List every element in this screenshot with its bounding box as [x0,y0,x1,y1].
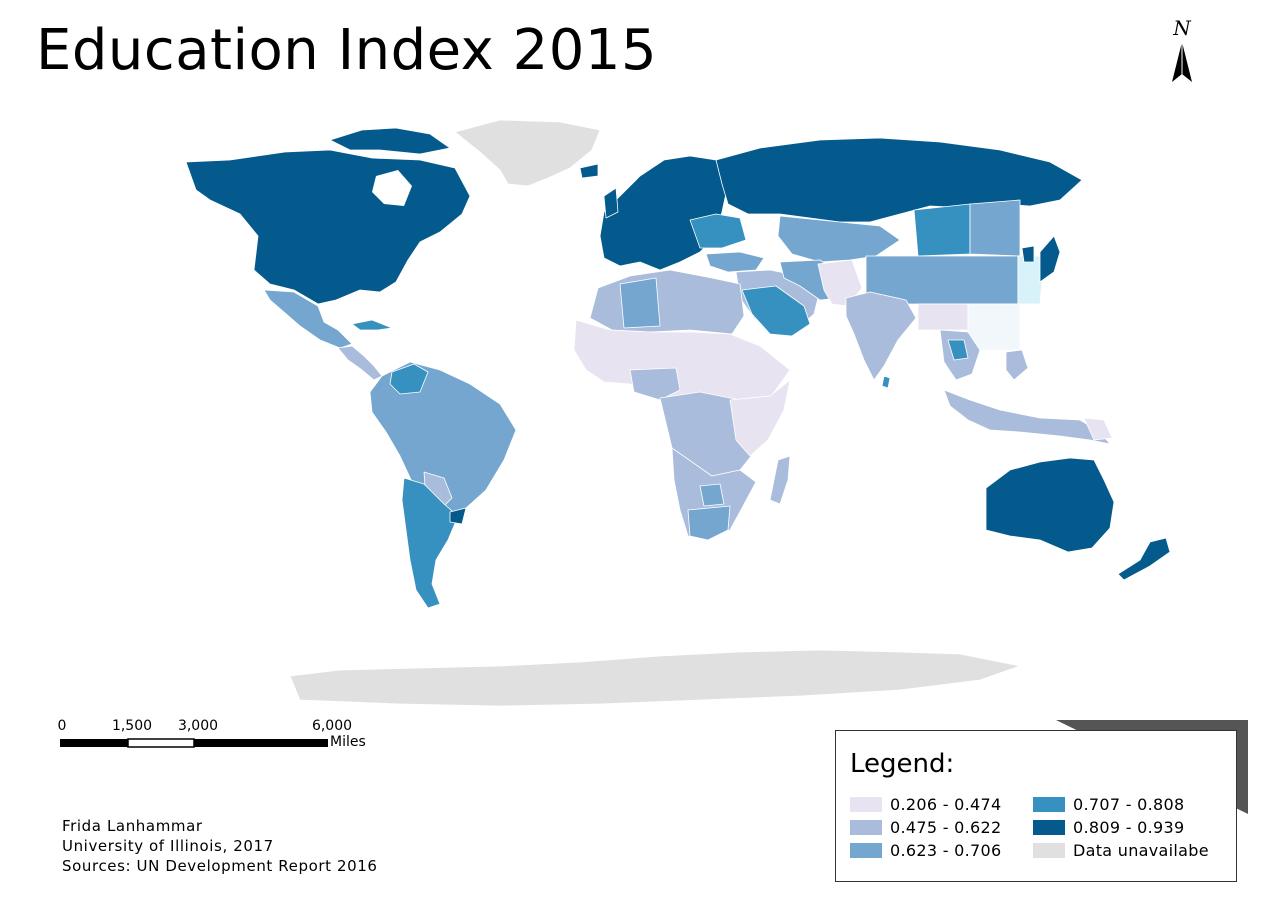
region-south-africa [687,505,731,541]
legend-swatch [850,820,882,835]
legend-swatch [1033,797,1065,812]
legend-swatch [1033,843,1065,858]
region-mongolia [913,203,971,257]
credit-sources: Sources: UN Development Report 2016 [62,857,378,875]
region-madagascar [769,455,791,505]
region-far-east [969,199,1021,257]
hudson-bay [372,170,412,206]
north-label: N [1173,16,1191,40]
legend-label: 0.707 - 0.808 [1073,794,1185,814]
legend-item: 0.623 - 0.706 [850,839,1001,862]
region-png [1083,417,1113,441]
legend-item: 0.475 - 0.622 [850,816,1001,839]
legend-label: 0.206 - 0.474 [890,794,1002,814]
legend-item: Data unavailabe [1033,839,1209,862]
credit-institution: University of Illinois, 2017 [62,837,274,855]
scale-tick-0: 0 [57,718,67,734]
legend-label: 0.809 - 0.939 [1073,817,1185,837]
region-india [845,291,917,381]
region-antarctica [289,649,1021,707]
region-sri-lanka [881,375,891,389]
region-central-asia [777,215,901,263]
legend: Legend: 0.206 - 0.474 0.475 - 0.622 0.62… [835,730,1237,882]
legend-label: 0.475 - 0.622 [890,817,1002,837]
legend-item: 0.809 - 0.939 [1033,816,1209,839]
region-mexico [263,289,353,349]
legend-swatch [1033,820,1065,835]
region-eastern-europe [689,213,747,249]
region-japan [1039,235,1061,283]
region-philippines [1005,349,1029,381]
north-arrow-icon [1172,42,1192,82]
legend-swatch [850,843,882,858]
region-north-america [185,149,471,305]
region-russia [715,137,1083,223]
scale-tick-3000: 3,000 [177,718,219,734]
region-greenland [454,119,601,187]
legend-item: 0.206 - 0.474 [850,793,1001,816]
credit-author: Frida Lanhammar [62,817,203,835]
north-arrow: N [1160,16,1204,86]
region-caribbean [351,319,393,331]
region-turkey [705,251,765,273]
region-saudi [741,285,811,337]
world-map [185,119,1171,707]
scale-bar-graphic [60,738,328,748]
credits: Frida Lanhammar University of Illinois, … [62,816,378,876]
legend-swatch [850,797,882,812]
region-north-africa [589,269,745,335]
region-east-africa [729,379,791,457]
legend-label: 0.623 - 0.706 [890,840,1002,860]
region-europe [599,155,729,271]
legend-column-2: 0.707 - 0.808 0.809 - 0.939 Data unavail… [1033,793,1209,862]
scale-tick-1500: 1,500 [111,718,153,734]
region-indonesia [943,389,1111,445]
region-botswana [699,483,725,507]
legend-item: 0.707 - 0.808 [1033,793,1209,816]
scale-bar: 0 1,500 3,000 6,000 Miles [56,718,386,758]
region-uk [603,187,619,219]
scale-units: Miles [330,734,366,750]
region-iceland [579,163,599,179]
region-venezuela [389,363,429,395]
region-arctic-islands [329,127,451,155]
region-uruguay [449,507,467,525]
region-central-america [337,345,383,381]
legend-label: Data unavailabe [1073,840,1209,860]
region-algeria [619,277,661,329]
legend-title: Legend: [850,749,955,779]
region-gulf-guinea [629,367,681,401]
region-china-south [917,303,969,331]
legend-column-1: 0.206 - 0.474 0.475 - 0.622 0.623 - 0.70… [850,793,1001,862]
region-thailand [947,339,969,361]
scale-tick-6000: 6,000 [311,718,353,734]
region-korea [1021,245,1035,263]
region-australia [985,457,1115,553]
map-title: Education Index 2015 [36,18,658,83]
region-argentina-chile [401,477,459,609]
region-new-zealand [1117,537,1171,581]
region-china-east [1017,255,1045,305]
